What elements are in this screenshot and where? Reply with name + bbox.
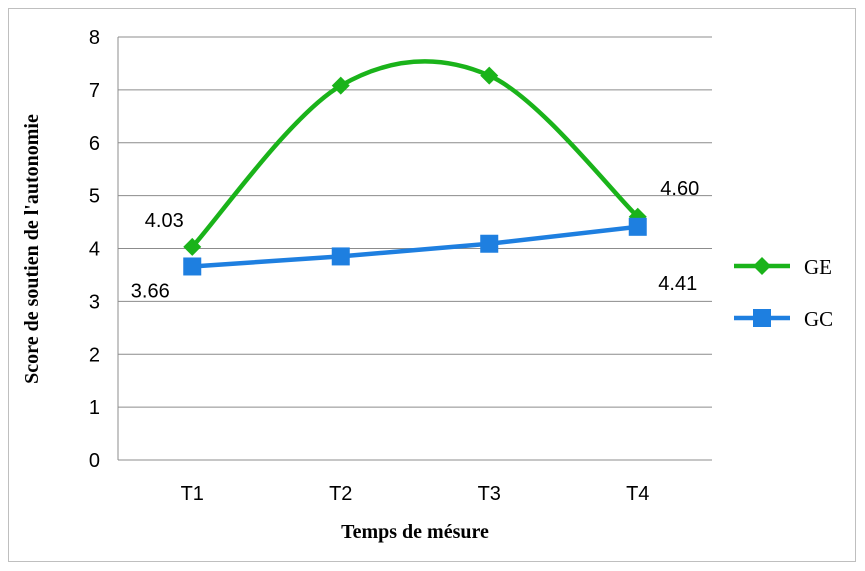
x-tick-label: T2 [329, 483, 352, 505]
legend-marker-gc [753, 309, 771, 327]
y-tick-label: 0 [89, 450, 100, 472]
x-tick-label: T4 [626, 483, 649, 505]
legend-marker-ge [753, 257, 771, 275]
data-point-gc [331, 247, 350, 266]
y-axis-title: Score de soutien de l'autonomie [21, 114, 43, 384]
chart-frame [8, 8, 856, 562]
data-labels: 4.03 4.60 3.66 4.41 [131, 178, 699, 303]
legend-label-gc: GC [804, 307, 833, 331]
x-tick-label: T1 [181, 483, 204, 505]
y-tick-label: 4 [89, 239, 100, 261]
data-point-ge [331, 76, 350, 95]
data-point-ge [183, 237, 202, 256]
data-point-ge [480, 66, 499, 85]
x-axis-title: Temps de mésure [341, 521, 489, 543]
data-label: 3.66 [131, 280, 170, 302]
grid [117, 36, 712, 461]
y-tick-label: 6 [89, 133, 100, 155]
series-group [183, 59, 647, 276]
data-label: 4.03 [145, 210, 184, 232]
y-tick-label: 1 [89, 397, 100, 419]
legend-label-ge: GE [804, 255, 832, 279]
data-label: 4.60 [660, 178, 699, 200]
x-axis: T1 T2 T3 T4 [181, 483, 650, 505]
y-tick-label: 3 [89, 291, 100, 313]
y-tick-label: 8 [89, 27, 100, 49]
y-tick-label: 5 [89, 186, 100, 208]
x-tick-label: T3 [478, 483, 501, 505]
legend: GE GC [734, 255, 833, 331]
series-line-ge [190, 59, 640, 249]
data-point-gc [183, 257, 202, 276]
series-line-gc [192, 224, 639, 269]
y-tick-label: 7 [89, 80, 100, 102]
data-point-gc [628, 217, 647, 236]
data-point-gc [480, 234, 499, 253]
y-axis: 0 1 2 3 4 5 6 7 8 [89, 27, 100, 472]
data-label: 4.41 [658, 273, 697, 295]
y-tick-label: 2 [89, 344, 100, 366]
